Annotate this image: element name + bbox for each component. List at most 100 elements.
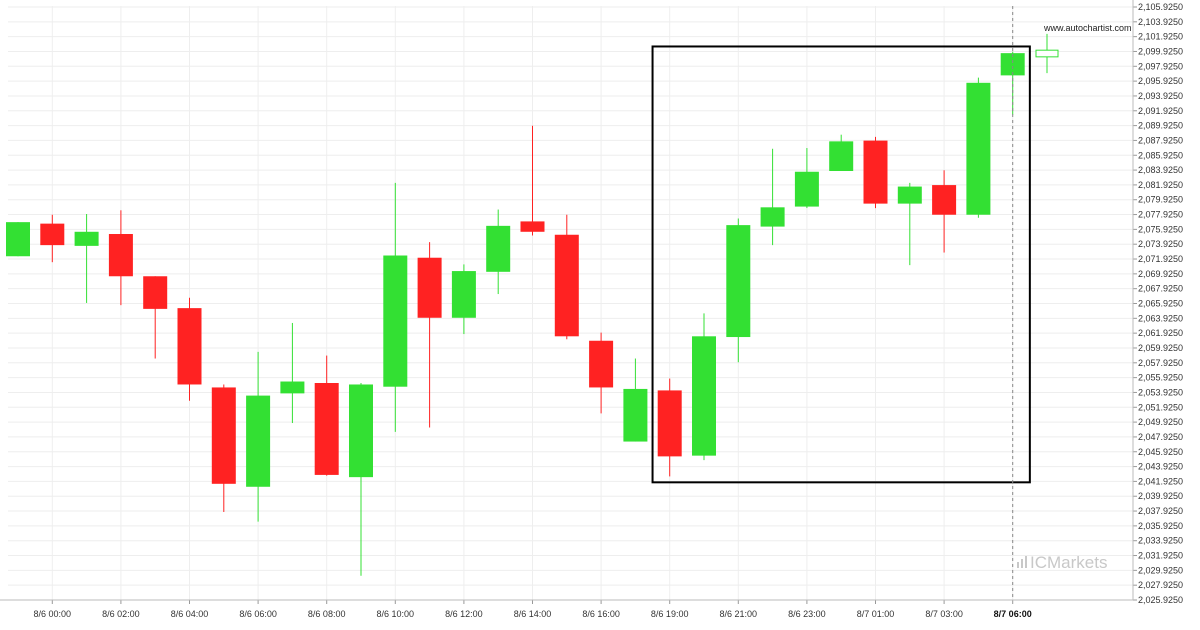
y-tick-label: 2,059.9250 bbox=[1138, 343, 1183, 353]
candle[interactable] bbox=[966, 77, 991, 218]
candle-body bbox=[932, 185, 957, 215]
y-axis: 2,105.9250 2,103.9250 2,101.9250 2,099.9250… bbox=[1132, 0, 1183, 605]
candle[interactable] bbox=[143, 276, 168, 359]
candle[interactable] bbox=[589, 332, 614, 414]
candle-body bbox=[211, 387, 236, 484]
candle[interactable] bbox=[623, 358, 648, 442]
candle-body bbox=[829, 141, 854, 172]
y-tick-label: 2,095.9250 bbox=[1138, 76, 1183, 86]
candle-body bbox=[1000, 53, 1025, 76]
y-tick-label: 2,039.9250 bbox=[1138, 491, 1183, 501]
y-tick-label: 2,061.9250 bbox=[1138, 328, 1183, 338]
candle[interactable] bbox=[692, 313, 716, 461]
candle-body bbox=[417, 257, 442, 318]
brand-logo: ICMarkets bbox=[1017, 553, 1107, 572]
candle[interactable] bbox=[108, 210, 133, 306]
candle[interactable] bbox=[74, 213, 99, 303]
y-tick-label: 2,041.9250 bbox=[1138, 476, 1183, 486]
x-axis: 8/6 00:00 8/6 02:00 8/6 04:00 8/6 06:00 8/6 … bbox=[0, 599, 1133, 619]
y-tick-label: 2,057.9250 bbox=[1138, 358, 1183, 368]
candle[interactable] bbox=[246, 351, 271, 522]
candle[interactable] bbox=[794, 148, 819, 209]
candle[interactable] bbox=[40, 214, 65, 263]
x-tick-label: 8/6 04:00 bbox=[171, 609, 209, 619]
y-tick-label: 2,073.9250 bbox=[1138, 239, 1183, 249]
y-tick-label: 2,097.9250 bbox=[1138, 61, 1183, 71]
candle[interactable] bbox=[897, 182, 922, 266]
y-tick-label: 2,033.9250 bbox=[1138, 536, 1183, 546]
candle[interactable] bbox=[314, 355, 339, 476]
candle[interactable] bbox=[863, 136, 888, 209]
candle[interactable] bbox=[211, 384, 236, 512]
candle[interactable] bbox=[932, 170, 957, 253]
x-tick-label: 8/6 02:00 bbox=[102, 609, 140, 619]
x-tick-label: 8/6 23:00 bbox=[788, 609, 826, 619]
candle-body bbox=[451, 271, 476, 318]
candle-body bbox=[760, 207, 785, 227]
candle[interactable] bbox=[383, 182, 408, 432]
candle-body bbox=[554, 234, 579, 337]
y-tick-label: 2,063.9250 bbox=[1138, 313, 1183, 323]
y-tick-label: 2,027.9250 bbox=[1138, 580, 1183, 590]
candle[interactable] bbox=[280, 322, 305, 424]
candle[interactable] bbox=[760, 148, 785, 246]
candle-body bbox=[863, 140, 888, 204]
y-tick-label: 2,079.9250 bbox=[1138, 195, 1183, 205]
candle-body bbox=[177, 308, 202, 385]
candle-body bbox=[40, 223, 65, 246]
y-tick-label: 2,085.9250 bbox=[1138, 150, 1183, 160]
candle[interactable] bbox=[451, 264, 476, 335]
y-tick-label: 2,105.9250 bbox=[1138, 2, 1183, 12]
candle[interactable] bbox=[417, 242, 442, 428]
x-tick-label: 8/7 06:00 bbox=[994, 609, 1032, 619]
candle-body bbox=[6, 222, 30, 257]
y-tick-label: 2,065.9250 bbox=[1138, 299, 1183, 309]
brand-name: ICMarkets bbox=[1030, 553, 1107, 572]
x-tick-label: 8/6 00:00 bbox=[34, 609, 72, 619]
y-tick-label: 2,087.9250 bbox=[1138, 135, 1183, 145]
y-tick-label: 2,055.9250 bbox=[1138, 373, 1183, 383]
y-tick-label: 2,049.9250 bbox=[1138, 417, 1183, 427]
y-tick-label: 2,053.9250 bbox=[1138, 387, 1183, 397]
candle[interactable] bbox=[486, 209, 511, 295]
candle[interactable] bbox=[657, 378, 682, 477]
x-tick-label: 8/6 08:00 bbox=[308, 609, 346, 619]
candle-body bbox=[897, 186, 922, 204]
candle[interactable] bbox=[554, 214, 579, 340]
x-tick-label: 8/7 03:00 bbox=[925, 609, 963, 619]
y-tick-label: 2,035.9250 bbox=[1138, 521, 1183, 531]
brand-bars-icon bbox=[1017, 556, 1027, 568]
candle-current[interactable] bbox=[1035, 33, 1059, 74]
y-tick-label: 2,045.9250 bbox=[1138, 447, 1183, 457]
y-tick-label: 2,081.9250 bbox=[1138, 180, 1183, 190]
candle-body bbox=[589, 340, 614, 388]
candle-body bbox=[143, 276, 168, 309]
candle[interactable] bbox=[349, 382, 373, 576]
y-tick-label: 2,103.9250 bbox=[1138, 17, 1183, 27]
candle[interactable] bbox=[829, 134, 854, 172]
candle[interactable] bbox=[520, 125, 545, 236]
candle-body bbox=[383, 255, 408, 387]
y-tick-label: 2,099.9250 bbox=[1138, 46, 1183, 56]
candle-body bbox=[280, 381, 305, 394]
candle-body bbox=[246, 395, 271, 487]
candle[interactable] bbox=[6, 222, 30, 257]
x-tick-label: 8/7 01:00 bbox=[857, 609, 895, 619]
candle[interactable] bbox=[726, 218, 751, 363]
y-tick-label: 2,051.9250 bbox=[1138, 402, 1183, 412]
candle-body bbox=[1035, 49, 1059, 58]
pattern-box-layer bbox=[651, 45, 1031, 484]
y-tick-label: 2,071.9250 bbox=[1138, 254, 1183, 264]
candle[interactable] bbox=[177, 297, 202, 401]
candle-body bbox=[314, 382, 339, 475]
x-tick-label: 8/6 06:00 bbox=[239, 609, 277, 619]
candle-body bbox=[349, 384, 373, 478]
candles bbox=[6, 33, 1059, 576]
y-tick-label: 2,075.9250 bbox=[1138, 224, 1183, 234]
candle-body bbox=[623, 388, 648, 442]
y-tick-label: 2,089.9250 bbox=[1138, 121, 1183, 131]
watermark-url: www.autochartist.com bbox=[1043, 23, 1132, 33]
y-tick-label: 2,091.9250 bbox=[1138, 106, 1183, 116]
